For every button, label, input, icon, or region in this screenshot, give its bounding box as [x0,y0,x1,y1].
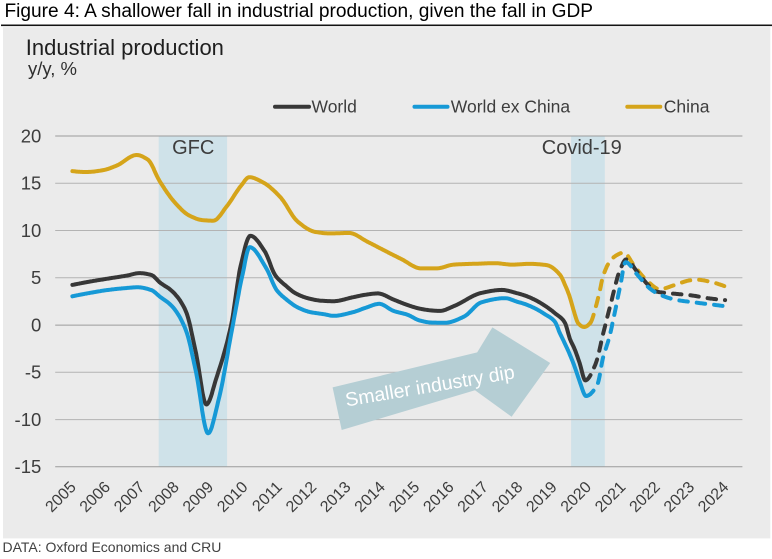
svg-text:20: 20 [21,125,42,146]
svg-text:0: 0 [31,315,41,336]
svg-text:China: China [664,97,710,117]
svg-text:10: 10 [21,220,42,241]
svg-text:Covid-19: Covid-19 [542,137,622,159]
svg-text:-5: -5 [25,362,41,383]
svg-text:DATA: Oxford Economics and CRU: DATA: Oxford Economics and CRU [3,539,222,555]
svg-text:Figure 4: A shallower fall in: Figure 4: A shallower fall in industrial… [5,1,594,22]
svg-text:15: 15 [21,173,42,194]
svg-text:World: World [312,97,357,117]
svg-text:GFC: GFC [172,137,214,159]
svg-text:-15: -15 [15,456,42,477]
svg-text:World ex China: World ex China [451,97,571,117]
svg-text:-10: -10 [15,409,42,430]
svg-text:y/y, %: y/y, % [28,58,77,79]
svg-text:5: 5 [31,267,41,288]
svg-text:Industrial production: Industrial production [26,35,224,60]
